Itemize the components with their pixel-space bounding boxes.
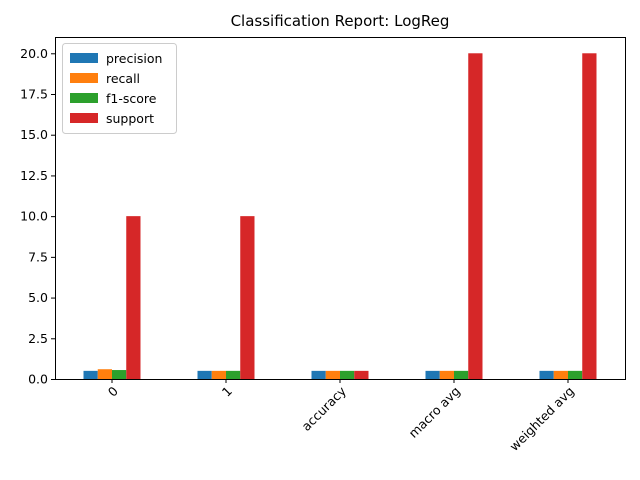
x-tick-label: macro avg xyxy=(406,383,463,440)
legend-label-recall: recall xyxy=(106,71,140,86)
bar-recall-1 xyxy=(211,370,226,379)
bar-precision-accuracy xyxy=(311,370,326,379)
legend-swatch-precision xyxy=(70,53,98,63)
bar-recall-weighted-avg xyxy=(553,370,568,379)
y-tick-label: 10.0 xyxy=(20,209,48,224)
bar-recall-accuracy xyxy=(325,370,340,379)
y-tick-label: 7.5 xyxy=(28,249,48,264)
y-tick-label: 20.0 xyxy=(20,46,48,61)
bar-support-1 xyxy=(240,216,255,379)
bar-precision-macro-avg xyxy=(425,370,440,379)
bar-precision-0 xyxy=(83,370,98,379)
x-tick-label: weighted avg xyxy=(506,383,577,454)
plot-frame xyxy=(55,37,626,380)
legend-swatch-f1-score xyxy=(70,93,98,103)
bar-support-weighted-avg xyxy=(582,53,597,380)
x-axis: 0 1 accuracy macro avg weighted avg xyxy=(105,379,577,454)
bar-f1-score-weighted-avg xyxy=(568,370,583,379)
bar-f1-score-macro-avg xyxy=(454,370,469,379)
legend-box xyxy=(62,43,177,134)
x-tick-label: 0 xyxy=(105,383,121,399)
bars-group xyxy=(83,53,597,380)
legend-label-support: support xyxy=(106,111,154,126)
legend-label-precision: precision xyxy=(106,51,162,66)
legend-swatch-support xyxy=(70,113,98,123)
chart-title: Classification Report: LogReg xyxy=(231,12,450,30)
y-tick-label: 15.0 xyxy=(20,127,48,142)
legend: precision recall f1-score support xyxy=(62,43,177,134)
bar-support-accuracy xyxy=(354,370,369,379)
bar-recall-0 xyxy=(97,369,112,379)
y-tick-label: 0.0 xyxy=(28,372,48,387)
bar-support-macro-avg xyxy=(468,53,483,380)
bar-support-0 xyxy=(126,216,141,379)
x-tick-label: accuracy xyxy=(298,383,349,434)
y-tick-label: 17.5 xyxy=(20,87,48,102)
legend-swatch-recall xyxy=(70,73,98,83)
bar-f1-score-1 xyxy=(226,370,241,379)
legend-label-f1-score: f1-score xyxy=(106,91,157,106)
y-tick-label: 2.5 xyxy=(28,331,48,346)
bar-precision-weighted-avg xyxy=(539,370,554,379)
bar-recall-macro-avg xyxy=(439,370,454,379)
x-tick-label: 1 xyxy=(219,383,235,399)
bar-f1-score-accuracy xyxy=(340,370,355,379)
y-tick-label: 12.5 xyxy=(20,168,48,183)
y-axis: 0.0 2.5 5.0 7.5 10.0 12.5 15.0 17.5 20.0 xyxy=(20,46,55,387)
y-tick-label: 5.0 xyxy=(28,290,48,305)
bar-f1-score-0 xyxy=(112,370,127,379)
bar-precision-1 xyxy=(197,370,212,379)
